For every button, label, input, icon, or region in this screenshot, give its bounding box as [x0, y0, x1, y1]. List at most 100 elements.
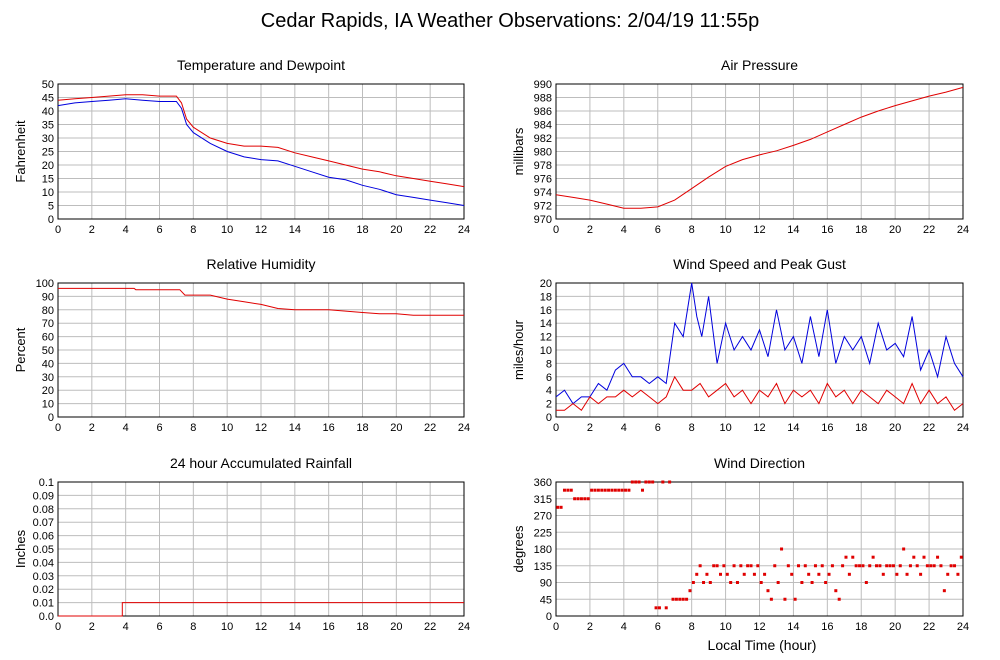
panel-6-point — [573, 497, 577, 501]
panel-3-y-tick-label: 40 — [42, 358, 54, 370]
panel-1-x-tick-label: 20 — [390, 224, 402, 236]
panel-6-point — [579, 497, 583, 501]
panel-6-point — [749, 564, 753, 568]
panel-3-y-tick-label: 10 — [42, 399, 54, 411]
panel-4-y-tick-label: 20 — [540, 278, 552, 290]
panel-2-y-tick-label: 978 — [534, 160, 552, 172]
panel-6-point — [891, 564, 895, 568]
panel-6-point — [651, 480, 655, 484]
panel-2-x-tick-label: 24 — [957, 224, 969, 236]
panel-3-x-tick-label: 0 — [55, 422, 61, 434]
panel-6-point — [593, 488, 597, 492]
panel-4-x-tick-label: 14 — [787, 422, 799, 434]
panel-1-x-tick-label: 16 — [323, 224, 335, 236]
panel-6-point — [702, 581, 706, 584]
panel-3-y-tick-label: 50 — [42, 345, 54, 357]
panel-4-x-tick-label: 16 — [821, 422, 833, 434]
panel-2-y-tick-label: 986 — [534, 106, 552, 118]
panel-1-y-axis-label: Fahrenheit — [13, 120, 28, 183]
panel-5-title: 24 hour Accumulated Rainfall — [170, 455, 352, 471]
panel-3-y-tick-label: 20 — [42, 385, 54, 397]
panel-4-frame — [555, 282, 964, 418]
panel-6-point — [647, 480, 651, 484]
panel-4-x-tick-label: 8 — [689, 422, 695, 434]
panel-1-y-tick-label: 5 — [48, 201, 54, 213]
panel-5-y-axis-label: Inches — [13, 529, 28, 568]
panel-1-x-tick-label: 14 — [289, 224, 301, 236]
panel-1-x-tick-label: 2 — [89, 224, 95, 236]
panel-1-frame — [57, 83, 465, 220]
panel-6-y-tick-label: 45 — [540, 594, 552, 606]
panel-5-y-tick-label: 0.06 — [33, 531, 54, 543]
panel-1-x-tick-label: 10 — [221, 224, 233, 236]
panel-6-point — [942, 589, 946, 593]
panel-6-point — [888, 564, 892, 568]
panel-6-point — [861, 564, 865, 568]
panel-6-point — [681, 597, 685, 601]
panel-2-y-tick-label: 972 — [534, 201, 552, 213]
panel-6-x-tick-label: 24 — [957, 621, 969, 633]
panel-6-point — [946, 572, 950, 576]
panel-5-x-tick-label: 24 — [458, 621, 470, 633]
panel-5-y-tick-label: 0.05 — [33, 544, 54, 556]
panel-6-point — [766, 589, 770, 593]
panel-6-point — [752, 572, 756, 576]
panel-4-y-tick-label: 12 — [540, 332, 552, 344]
panel-6-y-tick-label: 270 — [534, 511, 552, 523]
panel-3-x-tick-label: 18 — [356, 422, 368, 434]
panel-6-point — [919, 572, 923, 576]
panel-6-point — [671, 597, 675, 601]
panel-6-point — [898, 564, 902, 568]
panel-6-point — [607, 488, 611, 492]
panel-6-point — [797, 564, 801, 568]
panel-1-y-tick-label: 0 — [48, 214, 54, 226]
panel-5-x-tick-label: 22 — [424, 621, 436, 633]
panel-5-frame — [57, 481, 465, 617]
panel-6-point — [807, 572, 811, 576]
panel-2-x-tick-label: 16 — [821, 224, 833, 236]
panel-6-point — [674, 597, 678, 601]
panel-6-x-tick-label: 6 — [655, 621, 661, 633]
panel-6-point — [678, 597, 682, 601]
panel-6-point — [800, 581, 804, 584]
panel-6-point — [624, 488, 628, 492]
panel-6-y-axis-label: degrees — [511, 525, 526, 572]
panel-6-point — [712, 564, 716, 568]
panel-4-y-tick-label: 0 — [546, 412, 552, 424]
panel-5-x-tick-label: 0 — [55, 621, 61, 633]
panel-3-x-tick-label: 8 — [190, 422, 196, 434]
panel-4-title: Wind Speed and Peak Gust — [673, 256, 846, 272]
panel-6-point — [925, 564, 929, 568]
panel-1-x-tick-label: 4 — [123, 224, 129, 236]
panel-2-frame — [555, 83, 964, 220]
panel-5-y-tick-label: 0.07 — [33, 517, 54, 529]
panel-2-x-tick-label: 18 — [855, 224, 867, 236]
panel-6-point — [698, 564, 702, 568]
panel-6-point — [596, 488, 600, 492]
panel-6-point — [851, 555, 855, 559]
panel-3-y-tick-label: 80 — [42, 305, 54, 317]
panel-6-point — [932, 564, 936, 568]
panel-6-point — [953, 564, 957, 568]
panel-4-y-tick-label: 10 — [540, 345, 552, 357]
panel-6-x-tick-label: 2 — [587, 621, 593, 633]
panel-3-title: Relative Humidity — [207, 256, 316, 272]
panel-6-point — [559, 505, 563, 509]
panel-6-point — [780, 547, 784, 551]
panel-6-point — [773, 564, 777, 568]
panel-6-point — [763, 572, 767, 576]
panel-6-point — [718, 572, 722, 576]
panel-4-series-red-line — [556, 375, 964, 412]
main-title: Cedar Rapids, IA Weather Observations: 2… — [261, 10, 759, 32]
panel-6-point — [654, 606, 658, 610]
panel-6-point — [705, 572, 709, 576]
panel-5-y-tick-label: 0.03 — [33, 571, 54, 583]
x-axis-label: Local Time (hour) — [708, 637, 817, 653]
panel-2-x-tick-label: 12 — [753, 224, 765, 236]
panel-6-point — [708, 581, 712, 584]
panel-4-x-tick-label: 6 — [655, 422, 661, 434]
panel-6-point — [729, 581, 733, 584]
panel-6-point — [688, 589, 692, 593]
panel-2-y-tick-label: 982 — [534, 133, 552, 145]
